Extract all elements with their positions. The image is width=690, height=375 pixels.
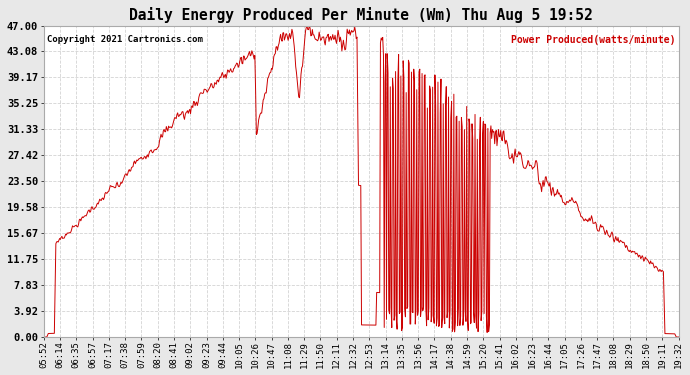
Title: Daily Energy Produced Per Minute (Wm) Thu Aug 5 19:52: Daily Energy Produced Per Minute (Wm) Th… bbox=[129, 7, 593, 23]
Text: Copyright 2021 Cartronics.com: Copyright 2021 Cartronics.com bbox=[47, 35, 203, 44]
Text: Power Produced(watts/minute): Power Produced(watts/minute) bbox=[511, 35, 676, 45]
